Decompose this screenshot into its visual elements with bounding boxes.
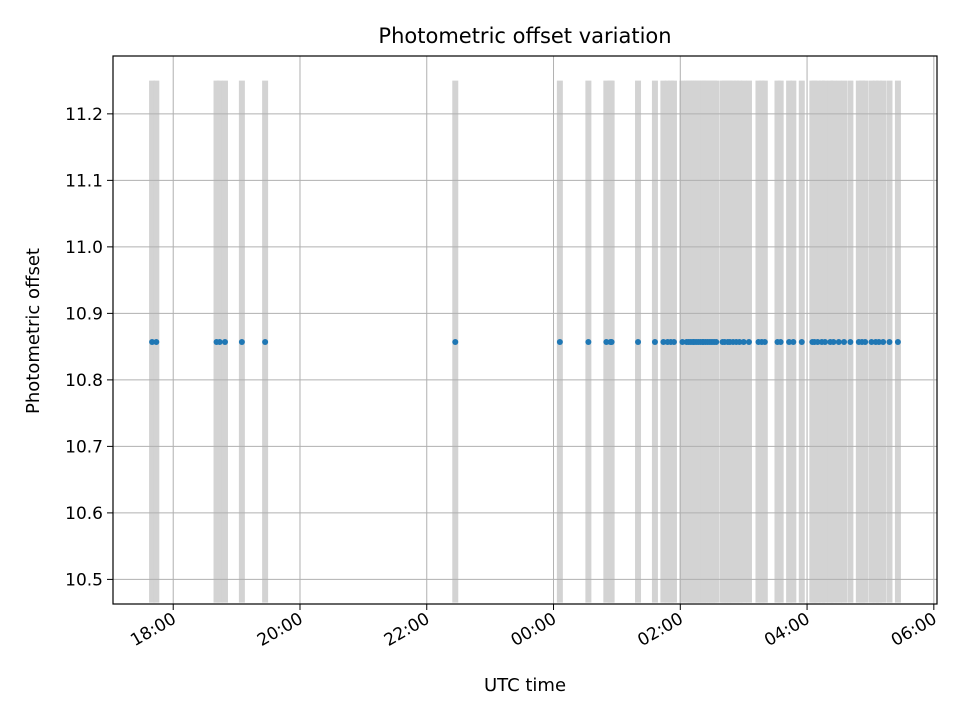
grid-layer: [113, 56, 937, 604]
data-point: [238, 338, 245, 345]
data-point: [745, 338, 752, 345]
data-point: [875, 338, 882, 345]
data-point: [603, 338, 610, 345]
y-tick-label: 10.7: [65, 437, 103, 457]
y-tick-label: 11.1: [65, 171, 103, 191]
points-layer: [149, 338, 901, 345]
data-point: [216, 338, 223, 345]
chart-title: Photometric offset variation: [378, 24, 671, 48]
y-tick-label: 10.6: [65, 504, 103, 524]
data-point: [736, 338, 743, 345]
plot-frame: [112, 55, 938, 605]
data-point: [740, 338, 747, 345]
data-point: [761, 338, 768, 345]
y-tick-label: 11.0: [65, 238, 103, 258]
y-tick-label: 10.5: [65, 570, 103, 590]
data-point: [862, 338, 869, 345]
data-point: [777, 338, 784, 345]
data-point: [635, 338, 642, 345]
data-point: [262, 338, 269, 345]
y-tick-label: 11.2: [65, 105, 103, 125]
data-point: [868, 338, 875, 345]
data-point: [149, 338, 156, 345]
x-axis-label: UTC time: [484, 675, 566, 696]
data-point: [585, 338, 592, 345]
data-point: [713, 338, 720, 345]
y-tick-label: 10.8: [65, 371, 103, 391]
data-point: [790, 338, 797, 345]
data-point: [556, 338, 563, 345]
data-point: [880, 338, 887, 345]
data-point: [847, 338, 854, 345]
y-axis-ticks: 10.5 10.6 10.7 10.8 10.9 11.0 11.1 11.2: [65, 105, 113, 590]
data-point: [798, 338, 805, 345]
y-axis-label: Photometric offset: [23, 248, 44, 414]
data-point: [894, 338, 901, 345]
data-point: [835, 338, 842, 345]
data-point: [221, 338, 228, 345]
data-point: [822, 338, 829, 345]
data-point: [886, 338, 893, 345]
data-point: [830, 338, 837, 345]
data-point: [660, 338, 667, 345]
y-tick-label: 10.9: [65, 304, 103, 324]
data-point: [452, 338, 459, 345]
data-point: [841, 338, 848, 345]
data-point: [153, 338, 160, 345]
data-point: [814, 338, 821, 345]
data-point: [651, 338, 658, 345]
data-point: [786, 338, 793, 345]
data-point: [670, 338, 677, 345]
data-point: [608, 338, 615, 345]
data-point: [679, 338, 686, 345]
